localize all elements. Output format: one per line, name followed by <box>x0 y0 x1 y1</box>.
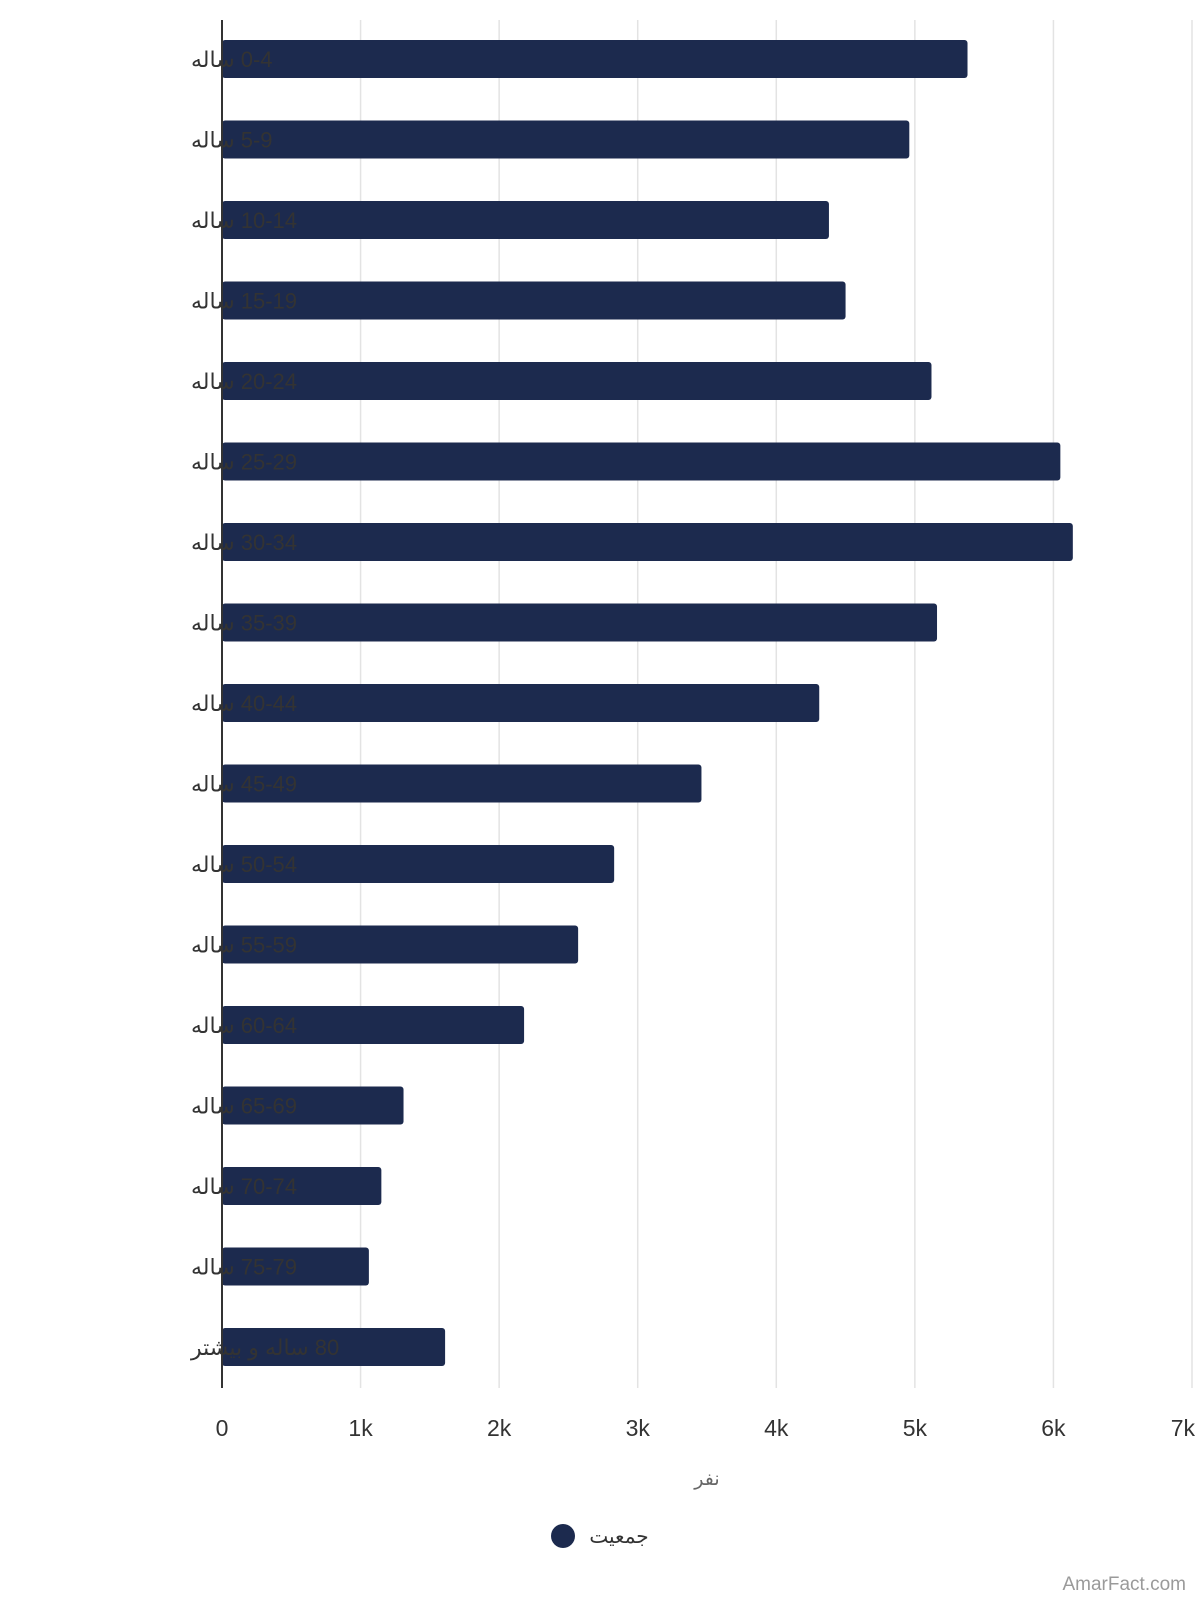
x-tick-label: 6k <box>1041 1415 1066 1441</box>
bar[interactable] <box>222 281 846 320</box>
legend-label: جمعیت <box>589 1524 649 1548</box>
category-label: 50-54 ساله <box>191 852 297 877</box>
bar[interactable] <box>222 40 968 78</box>
bar[interactable] <box>222 362 932 400</box>
category-label: 55-59 ساله <box>191 933 297 958</box>
bar[interactable] <box>222 1086 404 1125</box>
bar[interactable] <box>222 120 910 159</box>
credit-text: AmarFact.com <box>1062 1574 1186 1595</box>
legend-marker-icon <box>551 1524 576 1548</box>
x-tick-label: 2k <box>487 1415 512 1441</box>
x-tick-label: 0 <box>216 1415 229 1441</box>
category-label: 10-14 ساله <box>191 208 297 233</box>
category-label: 35-39 ساله <box>191 611 297 636</box>
category-label: 40-44 ساله <box>191 691 297 716</box>
category-label: 25-29 ساله <box>191 450 297 475</box>
category-label: 80 ساله و بیشتر <box>190 1335 339 1360</box>
bar[interactable] <box>222 201 829 239</box>
bar[interactable] <box>222 1328 446 1366</box>
category-label: 60-64 ساله <box>191 1013 297 1038</box>
x-tick-label: 7k <box>1171 1415 1196 1441</box>
x-tick-label: 4k <box>764 1415 789 1441</box>
x-axis-title: نفر <box>693 1468 719 1490</box>
legend-item[interactable]: جمعیت <box>551 1524 649 1548</box>
bar[interactable] <box>222 1247 369 1286</box>
bar[interactable] <box>222 1006 525 1044</box>
category-label: 70-74 ساله <box>191 1174 297 1199</box>
category-label: 30-34 ساله <box>191 530 297 555</box>
category-label: 15-19 ساله <box>191 289 297 314</box>
category-label: 20-24 ساله <box>191 369 297 394</box>
bar[interactable] <box>222 1167 382 1205</box>
bar[interactable] <box>222 603 938 642</box>
category-label: 5-9 ساله <box>191 128 273 153</box>
legend: جمعیت <box>0 1524 1200 1548</box>
bar[interactable] <box>222 684 820 722</box>
bar[interactable] <box>222 523 1073 561</box>
category-label: 0-4 ساله <box>191 47 273 72</box>
category-label: 45-49 ساله <box>191 772 297 797</box>
category-label: 75-79 ساله <box>191 1255 297 1280</box>
x-tick-label: 3k <box>626 1415 651 1441</box>
bar[interactable] <box>222 764 702 803</box>
category-label: 65-69 ساله <box>191 1094 297 1119</box>
bar[interactable] <box>222 925 579 964</box>
bar[interactable] <box>222 442 1061 481</box>
x-tick-label: 5k <box>903 1415 928 1441</box>
x-tick-label: 1k <box>348 1415 373 1441</box>
bar[interactable] <box>222 845 615 883</box>
